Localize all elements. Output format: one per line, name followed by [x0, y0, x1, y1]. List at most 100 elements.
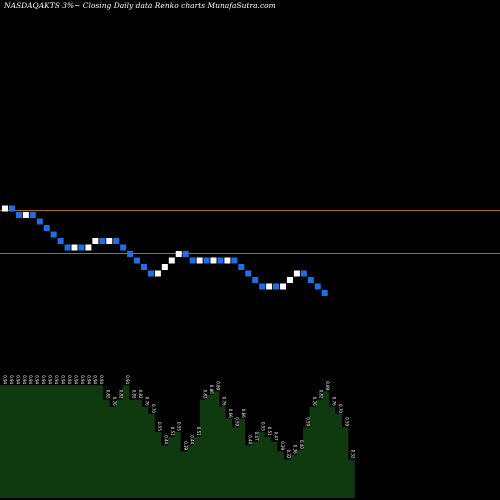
- renko-brick: [127, 251, 134, 257]
- renko-brick: [175, 251, 182, 257]
- renko-brick: [231, 257, 238, 264]
- volume-label: 0.94: [41, 375, 46, 384]
- volume-label: 0.51: [267, 427, 272, 436]
- renko-brick: [29, 212, 36, 218]
- reference-lines: [0, 210, 500, 254]
- renko-brick: [154, 270, 161, 277]
- renko-brick: [71, 244, 78, 251]
- renko-brick: [161, 264, 168, 270]
- volume-label: 0.32: [286, 450, 291, 459]
- renko-brick: [182, 251, 189, 257]
- renko-brick: [43, 225, 50, 231]
- volume-label: 0.82: [318, 390, 323, 399]
- renko-brick: [210, 257, 217, 264]
- volume-label: 0.82: [119, 390, 124, 399]
- volume-label: 0.55: [157, 422, 162, 431]
- volume-label: 0.82: [106, 390, 111, 399]
- volume-label: 0.82: [131, 390, 136, 399]
- renko-brick: [134, 257, 141, 264]
- renko-brick: [196, 257, 203, 264]
- renko-brick: [92, 238, 99, 244]
- renko-brick: [273, 283, 280, 290]
- volume-label: 0.94: [93, 375, 98, 384]
- renko-brick: [113, 238, 120, 244]
- renko-brick: [22, 212, 29, 218]
- renko-brick: [203, 257, 210, 264]
- volume-area: [0, 385, 355, 498]
- volume-label: 0.94: [60, 375, 65, 384]
- volume-label: 0.76: [222, 397, 227, 406]
- renko-brick: [266, 283, 273, 290]
- renko-brick: [64, 244, 71, 251]
- renko-brick: [307, 277, 314, 283]
- renko-brick: [120, 244, 127, 251]
- volume-label: 0.76: [312, 397, 317, 406]
- renko-brick: [321, 290, 328, 296]
- volume-label: 0.36: [293, 445, 298, 454]
- volume-label: 0.44: [164, 435, 169, 444]
- volume-label: 0.51: [170, 427, 175, 436]
- volume-label: 0.55: [260, 422, 265, 431]
- volume-label: 0.94: [67, 375, 72, 384]
- volume-label: 0.44: [189, 435, 194, 444]
- volume-label: 0.94: [54, 375, 59, 384]
- renko-brick: [259, 283, 266, 290]
- volume-label: 0.94: [86, 375, 91, 384]
- renko-brick: [245, 270, 252, 277]
- renko-brick: [189, 257, 196, 264]
- volume-label: 0.40: [299, 440, 304, 449]
- renko-brick: [99, 238, 106, 244]
- volume-label: 0.94: [9, 375, 14, 384]
- volume-label: 0.39: [280, 441, 285, 450]
- volume-label: 0.32: [351, 450, 356, 459]
- volume-label: 0.66: [241, 409, 246, 418]
- volume-label: 0.70: [151, 404, 156, 413]
- renko-brick: [57, 238, 64, 244]
- volume-label: 0.44: [248, 435, 253, 444]
- volume-label: 0.76: [144, 397, 149, 406]
- renko-brick: [147, 270, 154, 277]
- volume-label: 0.89: [215, 381, 220, 390]
- renko-brick: [224, 257, 231, 264]
- volume-label: 0.94: [2, 375, 7, 384]
- volume-label: 0.47: [254, 432, 259, 441]
- renko-brick: [252, 277, 259, 283]
- volume-label: 0.94: [28, 375, 33, 384]
- renko-brick: [50, 231, 57, 238]
- volume-label: 0.66: [228, 409, 233, 418]
- volume-label: 0.47: [273, 432, 278, 441]
- renko-brick: [300, 270, 307, 277]
- volume-label: 0.59: [344, 417, 349, 426]
- renko-brick: [106, 238, 113, 244]
- chart-title: NASDAQAKTS 3%~ Closing Daily data Renko …: [4, 1, 276, 10]
- volume-label: 0.82: [202, 390, 207, 399]
- renko-bricks: [2, 205, 328, 296]
- volume-label: 0.94: [73, 375, 78, 384]
- renko-brick: [141, 264, 147, 270]
- volume-label: 0.51: [196, 427, 201, 436]
- renko-brick: [217, 257, 224, 264]
- volume-label: 0.94: [99, 375, 104, 384]
- volume-labels: 0.94 0.94 0.94 0.94 0.94 0.94 0.94 0.94 0.94 0.94…: [2, 375, 355, 459]
- volume-label: 0.89: [325, 381, 330, 390]
- volume-label: 0.76: [112, 397, 117, 406]
- volume-label: 0.94: [35, 375, 40, 384]
- renko-brick: [293, 270, 300, 277]
- renko-brick: [36, 218, 43, 225]
- volume-label: 0.59: [306, 417, 311, 426]
- volume-label: 0.82: [138, 390, 143, 399]
- renko-brick: [238, 264, 245, 270]
- volume-label: 0.76: [331, 397, 336, 406]
- renko-brick: [2, 205, 8, 212]
- volume-label: 0.86: [209, 385, 214, 394]
- volume-label: 0.55: [177, 422, 182, 431]
- volume-label: 0.94: [125, 375, 130, 384]
- volume-label: 0.59: [235, 417, 240, 426]
- volume-label: 0.94: [22, 375, 27, 384]
- renko-brick: [314, 283, 321, 290]
- renko-brick: [78, 244, 85, 251]
- volume-label: 0.94: [48, 375, 53, 384]
- volume-label: 0.70: [338, 404, 343, 413]
- renko-brick: [286, 277, 293, 283]
